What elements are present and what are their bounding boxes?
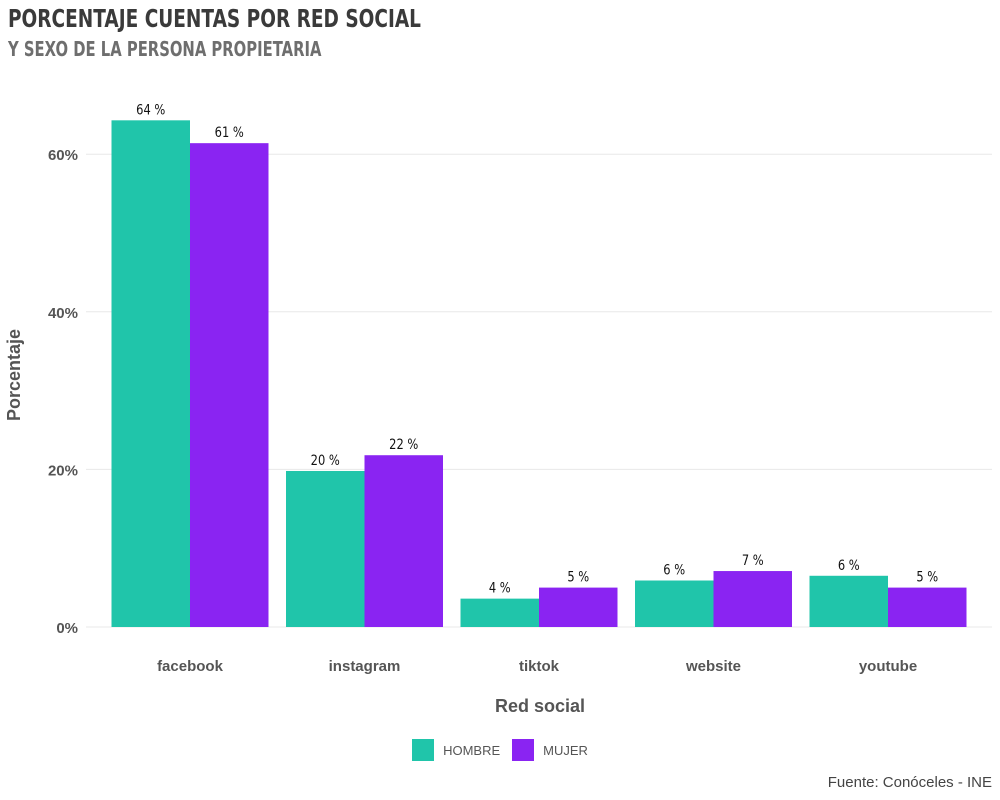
y-tick-label: 20% <box>48 462 78 479</box>
bar-hombre-youtube <box>809 575 888 627</box>
x-axis-label: Red social <box>495 696 585 716</box>
legend-label-mujer: MUJER <box>543 742 588 758</box>
bar-hombre-website <box>635 580 714 627</box>
data-label: 20 % <box>311 453 340 469</box>
legend-item-hombre: HOMBRE <box>412 739 500 761</box>
data-label: 5 % <box>567 570 589 586</box>
legend-swatch-mujer <box>512 739 535 761</box>
bar-hombre-instagram <box>286 470 365 627</box>
bar-mujer-youtube <box>888 587 967 627</box>
x-tick-label: website <box>685 658 741 675</box>
data-label: 22 % <box>389 437 418 453</box>
data-label: 6 % <box>663 562 685 578</box>
x-tick-label: facebook <box>157 658 224 675</box>
bar-hombre-tiktok <box>460 598 539 627</box>
bar-mujer-tiktok <box>539 587 618 627</box>
y-axis-ticks: 0% 20% 40% 60% <box>48 147 78 637</box>
data-label: 7 % <box>742 553 764 569</box>
bar-mujer-website <box>713 571 792 627</box>
chart-title: PORCENTAJE CUENTAS POR RED SOCIAL <box>8 4 421 33</box>
data-label: 5 % <box>916 570 938 586</box>
legend: HOMBRE MUJER <box>0 738 1000 762</box>
legend-label-hombre: HOMBRE <box>443 742 501 758</box>
legend-item-mujer: MUJER <box>512 739 588 761</box>
y-axis-label: Porcentaje <box>4 329 24 421</box>
data-label: 6 % <box>838 558 860 574</box>
data-label: 64 % <box>136 102 165 118</box>
legend-swatch-hombre <box>412 739 435 761</box>
bar-mujer-facebook <box>190 143 269 627</box>
bar-hombre-facebook <box>111 120 190 627</box>
y-tick-label: 60% <box>48 147 78 164</box>
data-label: 4 % <box>489 581 511 597</box>
bar-mujer-instagram <box>364 455 443 627</box>
y-tick-label: 0% <box>56 620 78 637</box>
y-tick-label: 40% <box>48 305 78 322</box>
data-labels: 64 % 61 % 20 % 22 % 4 % 5 % 6 % 7 % 6 % 5 % <box>136 102 938 597</box>
source-caption: Fuente: Conóceles - INE <box>827 774 992 791</box>
x-tick-label: instagram <box>329 658 401 675</box>
bars <box>111 120 967 627</box>
x-tick-label: youtube <box>859 658 917 675</box>
x-tick-label: tiktok <box>519 658 560 675</box>
chart-subtitle: Y SEXO DE LA PERSONA PROPIETARIA <box>8 37 322 61</box>
x-axis-ticks: facebook instagram tiktok website youtube <box>157 658 917 675</box>
data-label: 61 % <box>215 125 244 141</box>
